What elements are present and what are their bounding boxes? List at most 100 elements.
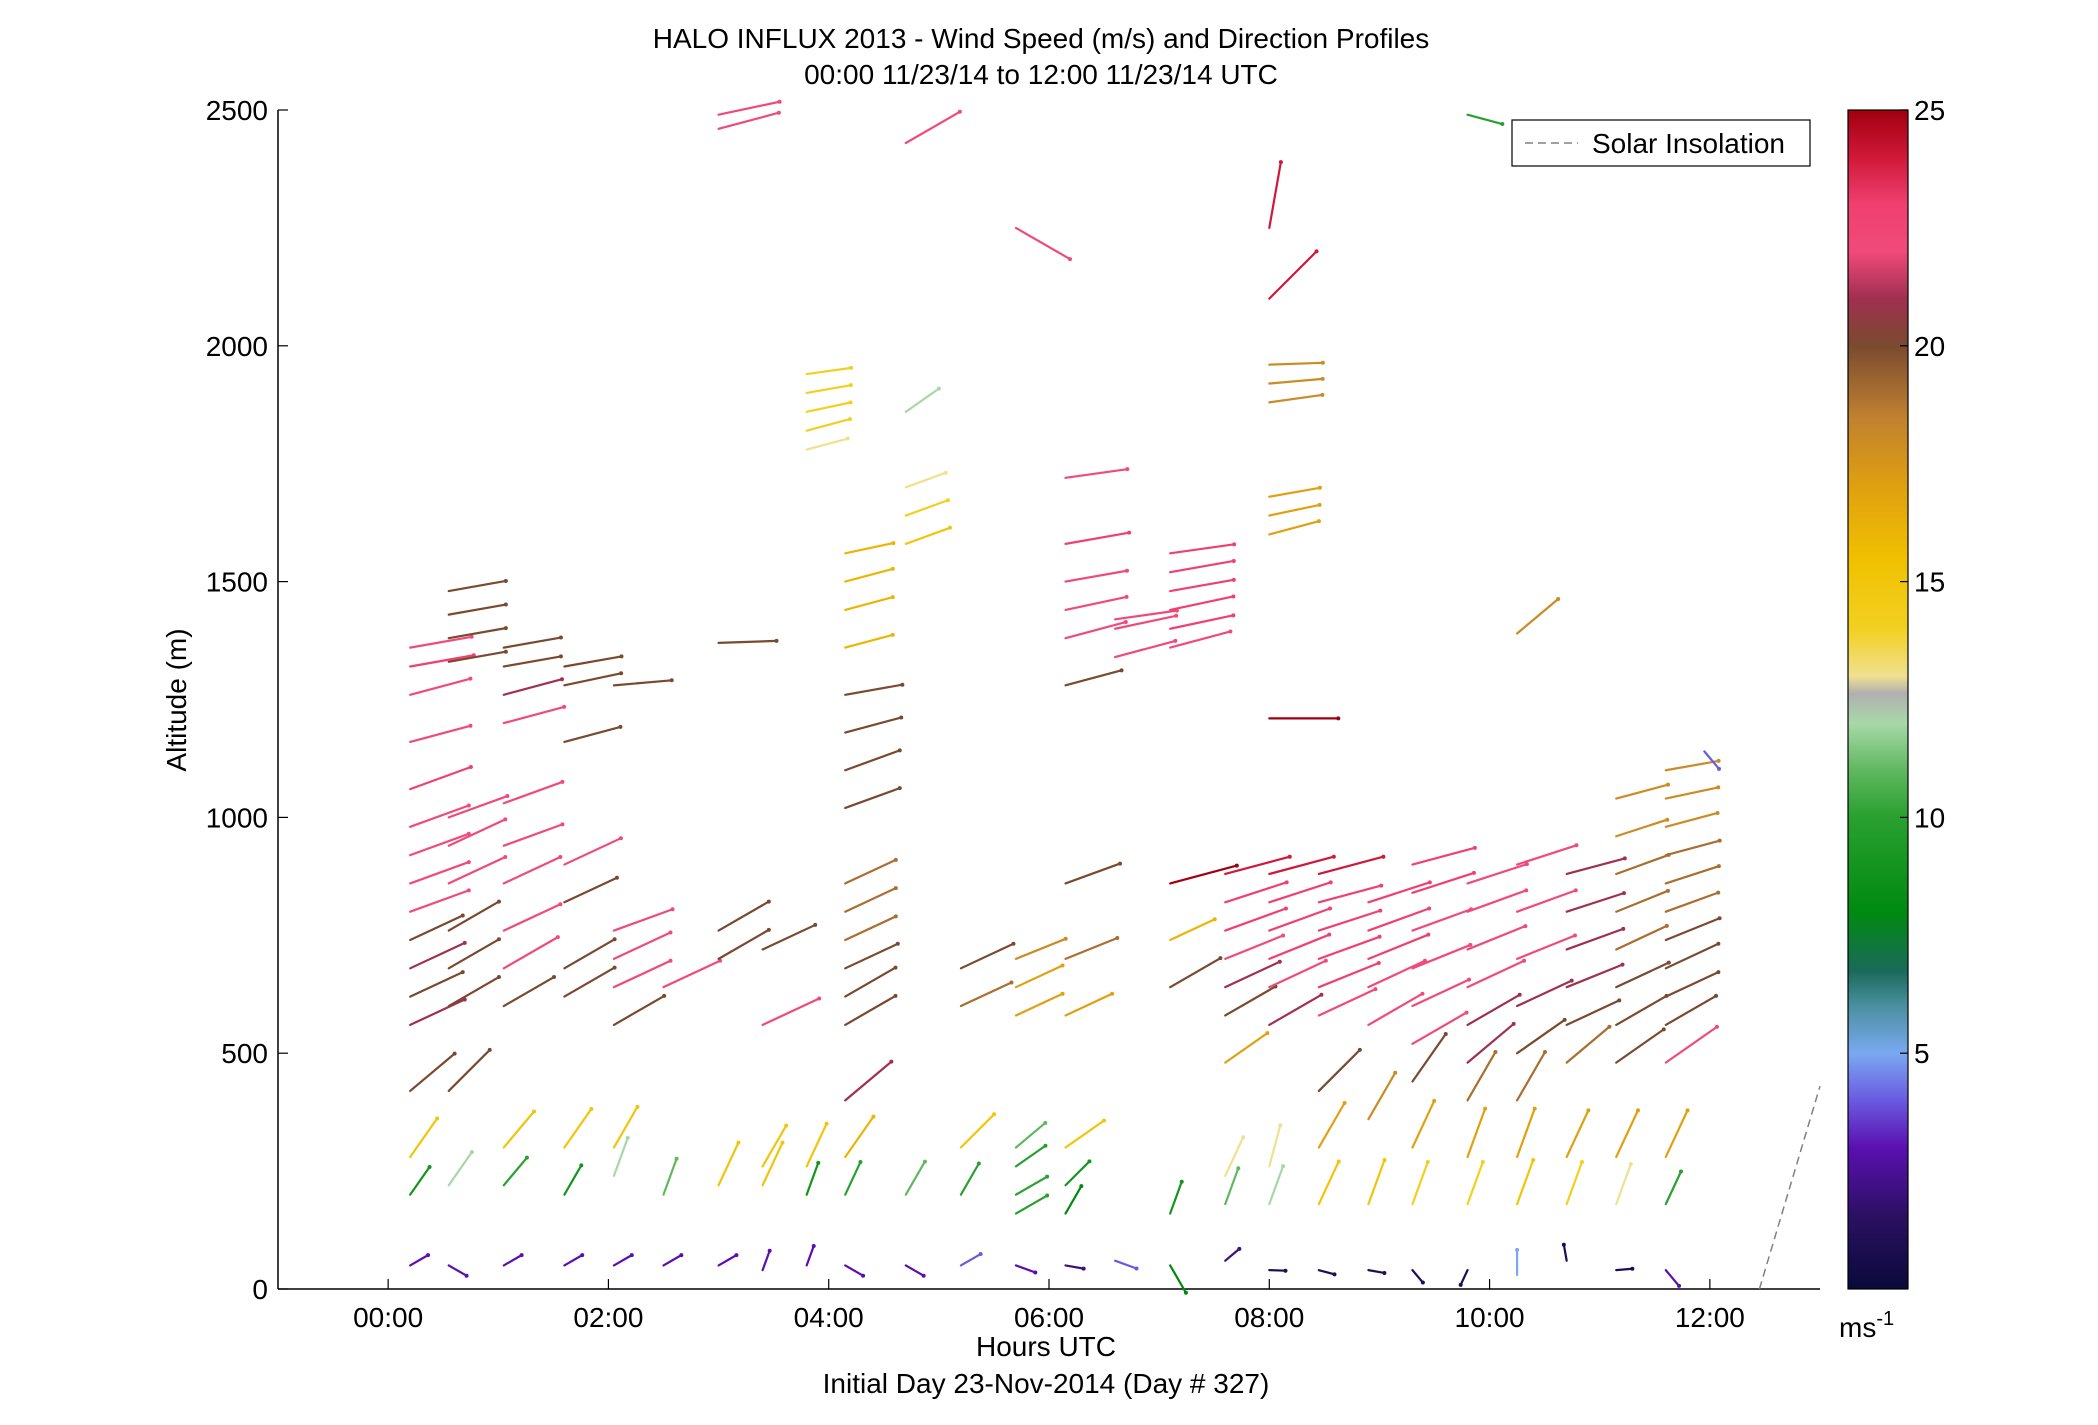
wind-barb-tip xyxy=(614,875,619,880)
wind-barb xyxy=(1064,620,1127,640)
wind-barb xyxy=(1411,1011,1468,1045)
wind-barb xyxy=(1064,862,1122,885)
wind-barb-tip xyxy=(558,855,563,860)
wind-barb-tip xyxy=(1666,782,1671,787)
wind-barb xyxy=(612,1254,633,1267)
wind-barb xyxy=(1516,844,1578,866)
wind-barb xyxy=(805,366,853,376)
wind-barb xyxy=(717,111,780,130)
wind-barb xyxy=(1169,559,1235,574)
wind-barb xyxy=(1224,881,1288,904)
wind-barb xyxy=(844,942,899,970)
wind-barb xyxy=(1615,783,1670,800)
wind-barb xyxy=(409,998,466,1027)
wind-barb xyxy=(805,1244,815,1267)
wind-barb xyxy=(1466,889,1528,913)
wind-barb-tip xyxy=(1119,668,1124,673)
wind-barb xyxy=(1367,959,1427,989)
wind-barb xyxy=(1113,609,1178,621)
wind-barb-tip xyxy=(468,723,473,728)
wind-barb xyxy=(409,804,470,828)
x-tick-label: 06:00 xyxy=(1014,1302,1084,1333)
colorbar-ticks: 5 10 15 20 25 xyxy=(1900,95,1945,1069)
wind-barb xyxy=(447,1151,473,1187)
wind-barb-tip xyxy=(619,654,624,659)
wind-barb xyxy=(1064,595,1128,611)
wind-barb-tip xyxy=(1443,1031,1448,1036)
wind-barb xyxy=(717,1254,738,1267)
wind-barb xyxy=(447,627,507,640)
wind-barb-tip xyxy=(496,975,501,980)
wind-barb-tip xyxy=(426,1253,431,1258)
wind-barb xyxy=(959,981,1013,1008)
colorbar-tick-label: 15 xyxy=(1914,567,1945,598)
wind-barb xyxy=(447,794,509,819)
wind-barb-tip xyxy=(845,436,850,441)
wind-barb xyxy=(563,1107,593,1149)
wind-barb-tip xyxy=(1045,1193,1050,1198)
wind-barb-tip xyxy=(1373,987,1378,992)
wind-barb xyxy=(1317,1101,1346,1149)
wind-barb xyxy=(1615,1267,1634,1272)
wind-barb-tip xyxy=(670,907,675,912)
wind-barb xyxy=(844,858,897,885)
wind-barb-tip xyxy=(1432,1098,1437,1103)
wind-barb-tip xyxy=(847,417,852,422)
wind-barb-tip xyxy=(1045,1174,1050,1179)
wind-barb-tip xyxy=(1381,854,1386,859)
wind-barb-tip xyxy=(668,930,673,935)
wind-barb-tip xyxy=(734,1253,739,1258)
wind-barb-tip xyxy=(1231,558,1236,563)
wind-barb-tip xyxy=(893,914,898,919)
wind-barb-tip xyxy=(558,635,563,640)
wind-barb xyxy=(409,724,472,744)
wind-barb xyxy=(612,908,674,932)
wind-barb xyxy=(563,876,619,904)
wind-barb xyxy=(1268,486,1322,498)
y-tick-label: 500 xyxy=(221,1038,268,1069)
x-tick-label: 04:00 xyxy=(794,1302,864,1333)
wind-barb-tip xyxy=(957,109,962,114)
wind-barb-tip xyxy=(1569,978,1574,983)
x-tick-label: 02:00 xyxy=(573,1302,643,1333)
wind-barb xyxy=(761,1124,788,1168)
wind-barb xyxy=(1064,992,1114,1017)
wind-barb-tip xyxy=(1621,891,1626,896)
wind-barb-tip xyxy=(1420,1280,1425,1285)
wind-barb xyxy=(409,635,473,649)
wind-barb xyxy=(447,900,501,932)
wind-barb xyxy=(1615,994,1668,1027)
legend-box xyxy=(1511,119,1811,167)
wind-barb-tip xyxy=(1231,613,1236,618)
wind-barb-tip xyxy=(978,1252,983,1257)
wind-barb-tip xyxy=(1517,992,1522,997)
wind-barb-tip xyxy=(1524,888,1529,893)
wind-barb xyxy=(409,1254,430,1267)
wind-barb xyxy=(1268,161,1282,229)
wind-barb-tip xyxy=(936,386,941,391)
wind-barb xyxy=(959,1113,996,1149)
wind-barb xyxy=(1014,1175,1049,1196)
wind-barb-tip xyxy=(1561,1242,1566,1247)
wind-barb xyxy=(1268,907,1332,932)
wind-barb-tip xyxy=(1236,1166,1241,1171)
wind-barb xyxy=(1411,1032,1447,1083)
wind-barb-tip xyxy=(1228,629,1233,634)
wind-barb-tip xyxy=(619,671,624,676)
wind-barb-tip xyxy=(895,941,900,946)
wind-barb xyxy=(761,923,817,951)
wind-barb xyxy=(844,1060,893,1102)
wind-barb xyxy=(1224,1032,1269,1064)
wind-barb xyxy=(1014,992,1064,1017)
wind-barb xyxy=(1268,503,1321,517)
wind-barb xyxy=(447,603,507,616)
wind-barb-tip xyxy=(669,678,674,683)
wind-barb-tip xyxy=(662,993,667,998)
wind-barb xyxy=(563,837,623,866)
wind-barb-tip xyxy=(618,836,623,841)
wind-barb-tip xyxy=(464,1273,469,1278)
wind-barb-tip xyxy=(947,525,952,530)
wind-barb-tip xyxy=(1679,1169,1684,1174)
wind-barb-tip xyxy=(897,748,902,753)
wind-barb-tip xyxy=(1622,856,1627,861)
